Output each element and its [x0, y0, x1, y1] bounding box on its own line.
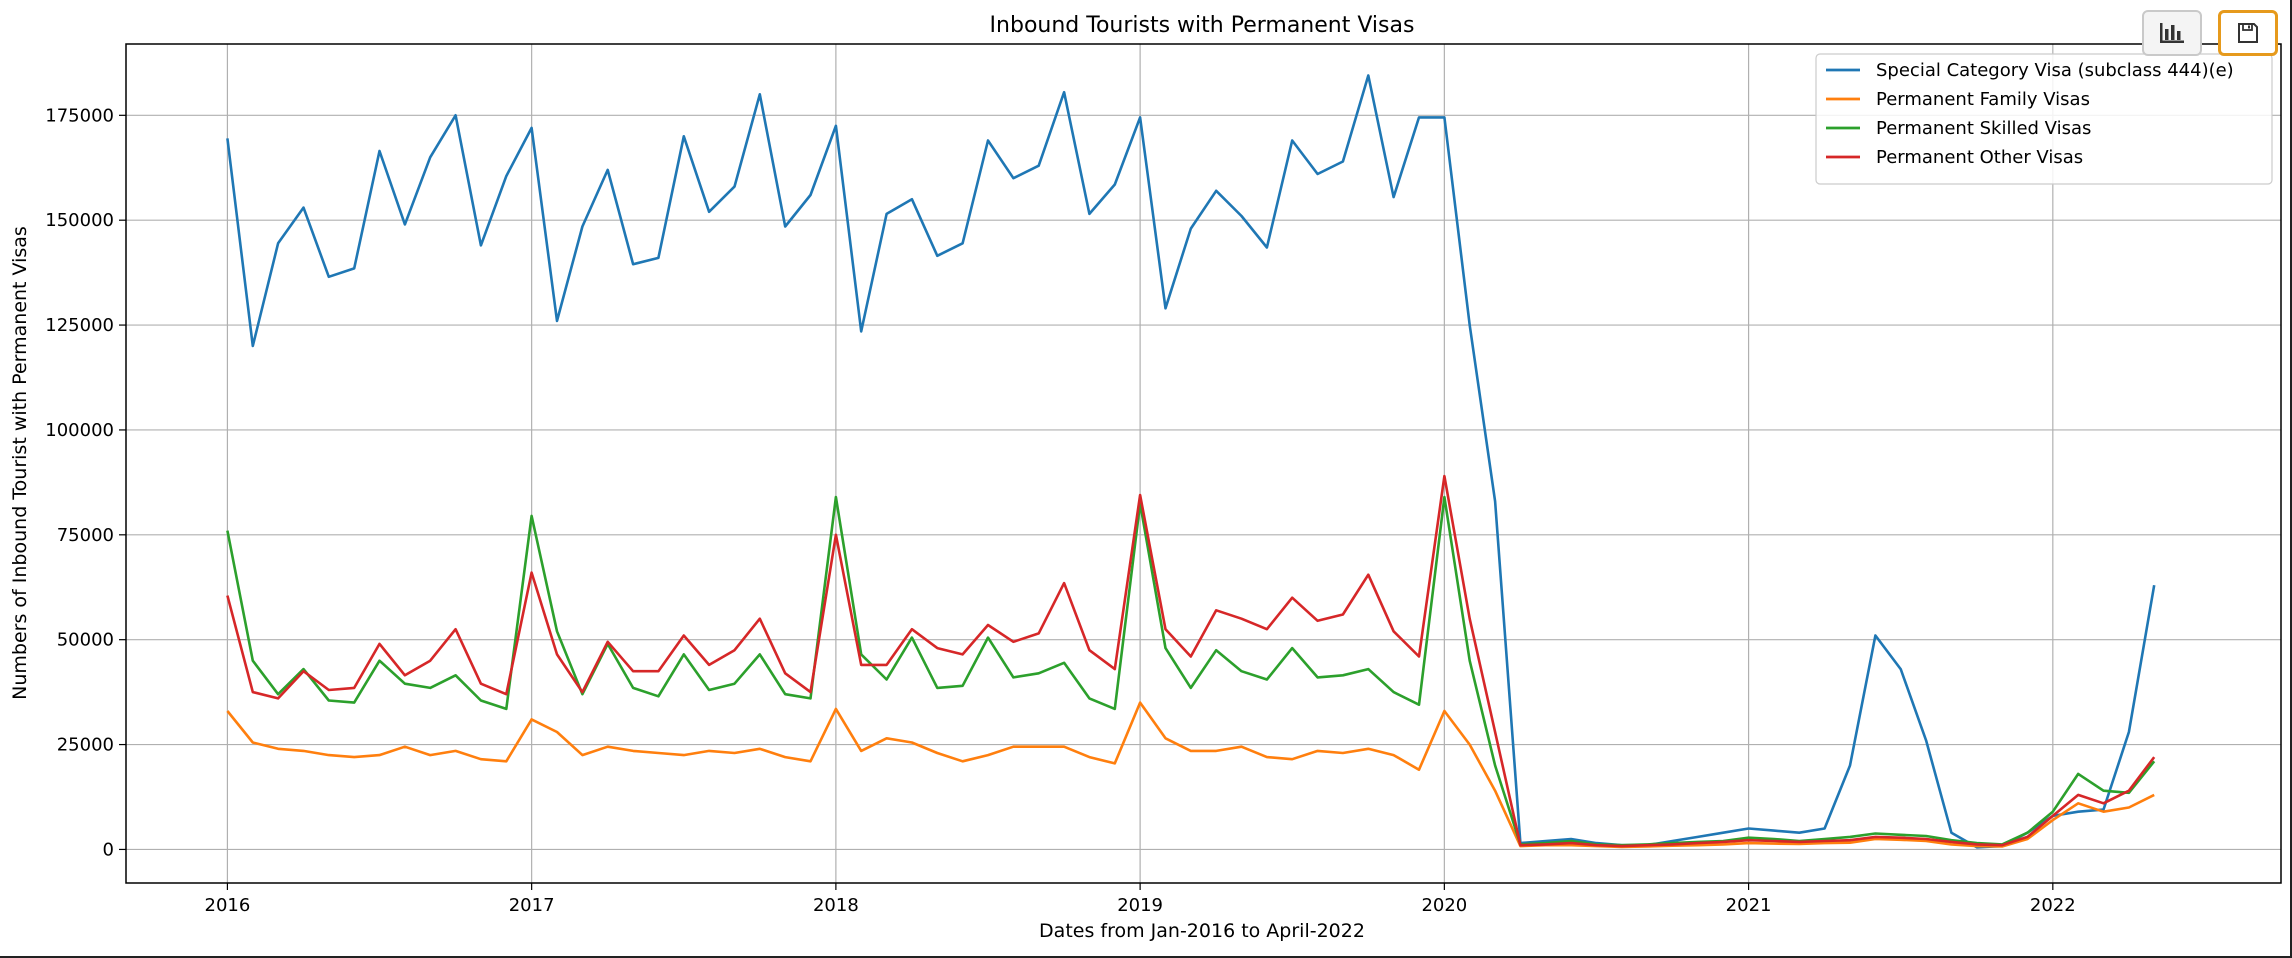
x-axis-label: Dates from Jan-2016 to April-2022 — [1039, 920, 1365, 942]
legend-label: Permanent Other Visas — [1876, 147, 2083, 168]
legend: Special Category Visa (subclass 444)(e) P… — [1815, 53, 2273, 185]
y-tick-label: 150000 — [45, 210, 114, 231]
bar-chart-button[interactable] — [2142, 10, 2202, 56]
series-lines — [226, 74, 2156, 849]
series-line-2 — [226, 701, 2155, 849]
chart-title: Inbound Tourists with Permanent Visas — [990, 13, 1415, 38]
plot-area — [125, 43, 2282, 884]
y-tick-label: 125000 — [45, 315, 114, 336]
series-line-3 — [226, 495, 2156, 847]
axis-ticks: 0 25000 50000 75000 100000 125000 150000 175000… — [45, 105, 2075, 916]
x-tick-label: 2018 — [813, 895, 859, 916]
legend-label: Permanent Skilled Visas — [1876, 118, 2091, 139]
grid-lines — [126, 44, 2281, 883]
y-tick-label: 75000 — [57, 525, 114, 546]
x-tick-label: 2022 — [2030, 895, 2076, 916]
x-tick-label: 2016 — [205, 895, 251, 916]
x-tick-label: 2020 — [1421, 895, 1467, 916]
series-line-4 — [226, 474, 2156, 848]
save-button[interactable] — [2218, 10, 2278, 56]
x-tick-label: 2017 — [509, 895, 555, 916]
bar-chart-icon — [2160, 23, 2184, 43]
legend-label: Permanent Family Visas — [1876, 89, 2090, 110]
series-line-1 — [226, 74, 2156, 849]
y-tick-label: 50000 — [57, 630, 114, 651]
legend-label: Special Category Visa (subclass 444)(e) — [1876, 60, 2234, 81]
x-tick-label: 2021 — [1726, 895, 1772, 916]
legend-box — [1815, 53, 2273, 185]
save-icon — [2238, 23, 2258, 43]
y-tick-label: 175000 — [45, 105, 114, 126]
x-tick-label: 2019 — [1117, 895, 1163, 916]
y-axis-label: Numbers of Inbound Tourist with Permanen… — [9, 226, 31, 700]
y-tick-label: 25000 — [57, 735, 114, 756]
y-tick-label: 100000 — [45, 420, 114, 441]
y-tick-label: 0 — [103, 839, 114, 860]
chart-toolbar — [2142, 10, 2278, 56]
